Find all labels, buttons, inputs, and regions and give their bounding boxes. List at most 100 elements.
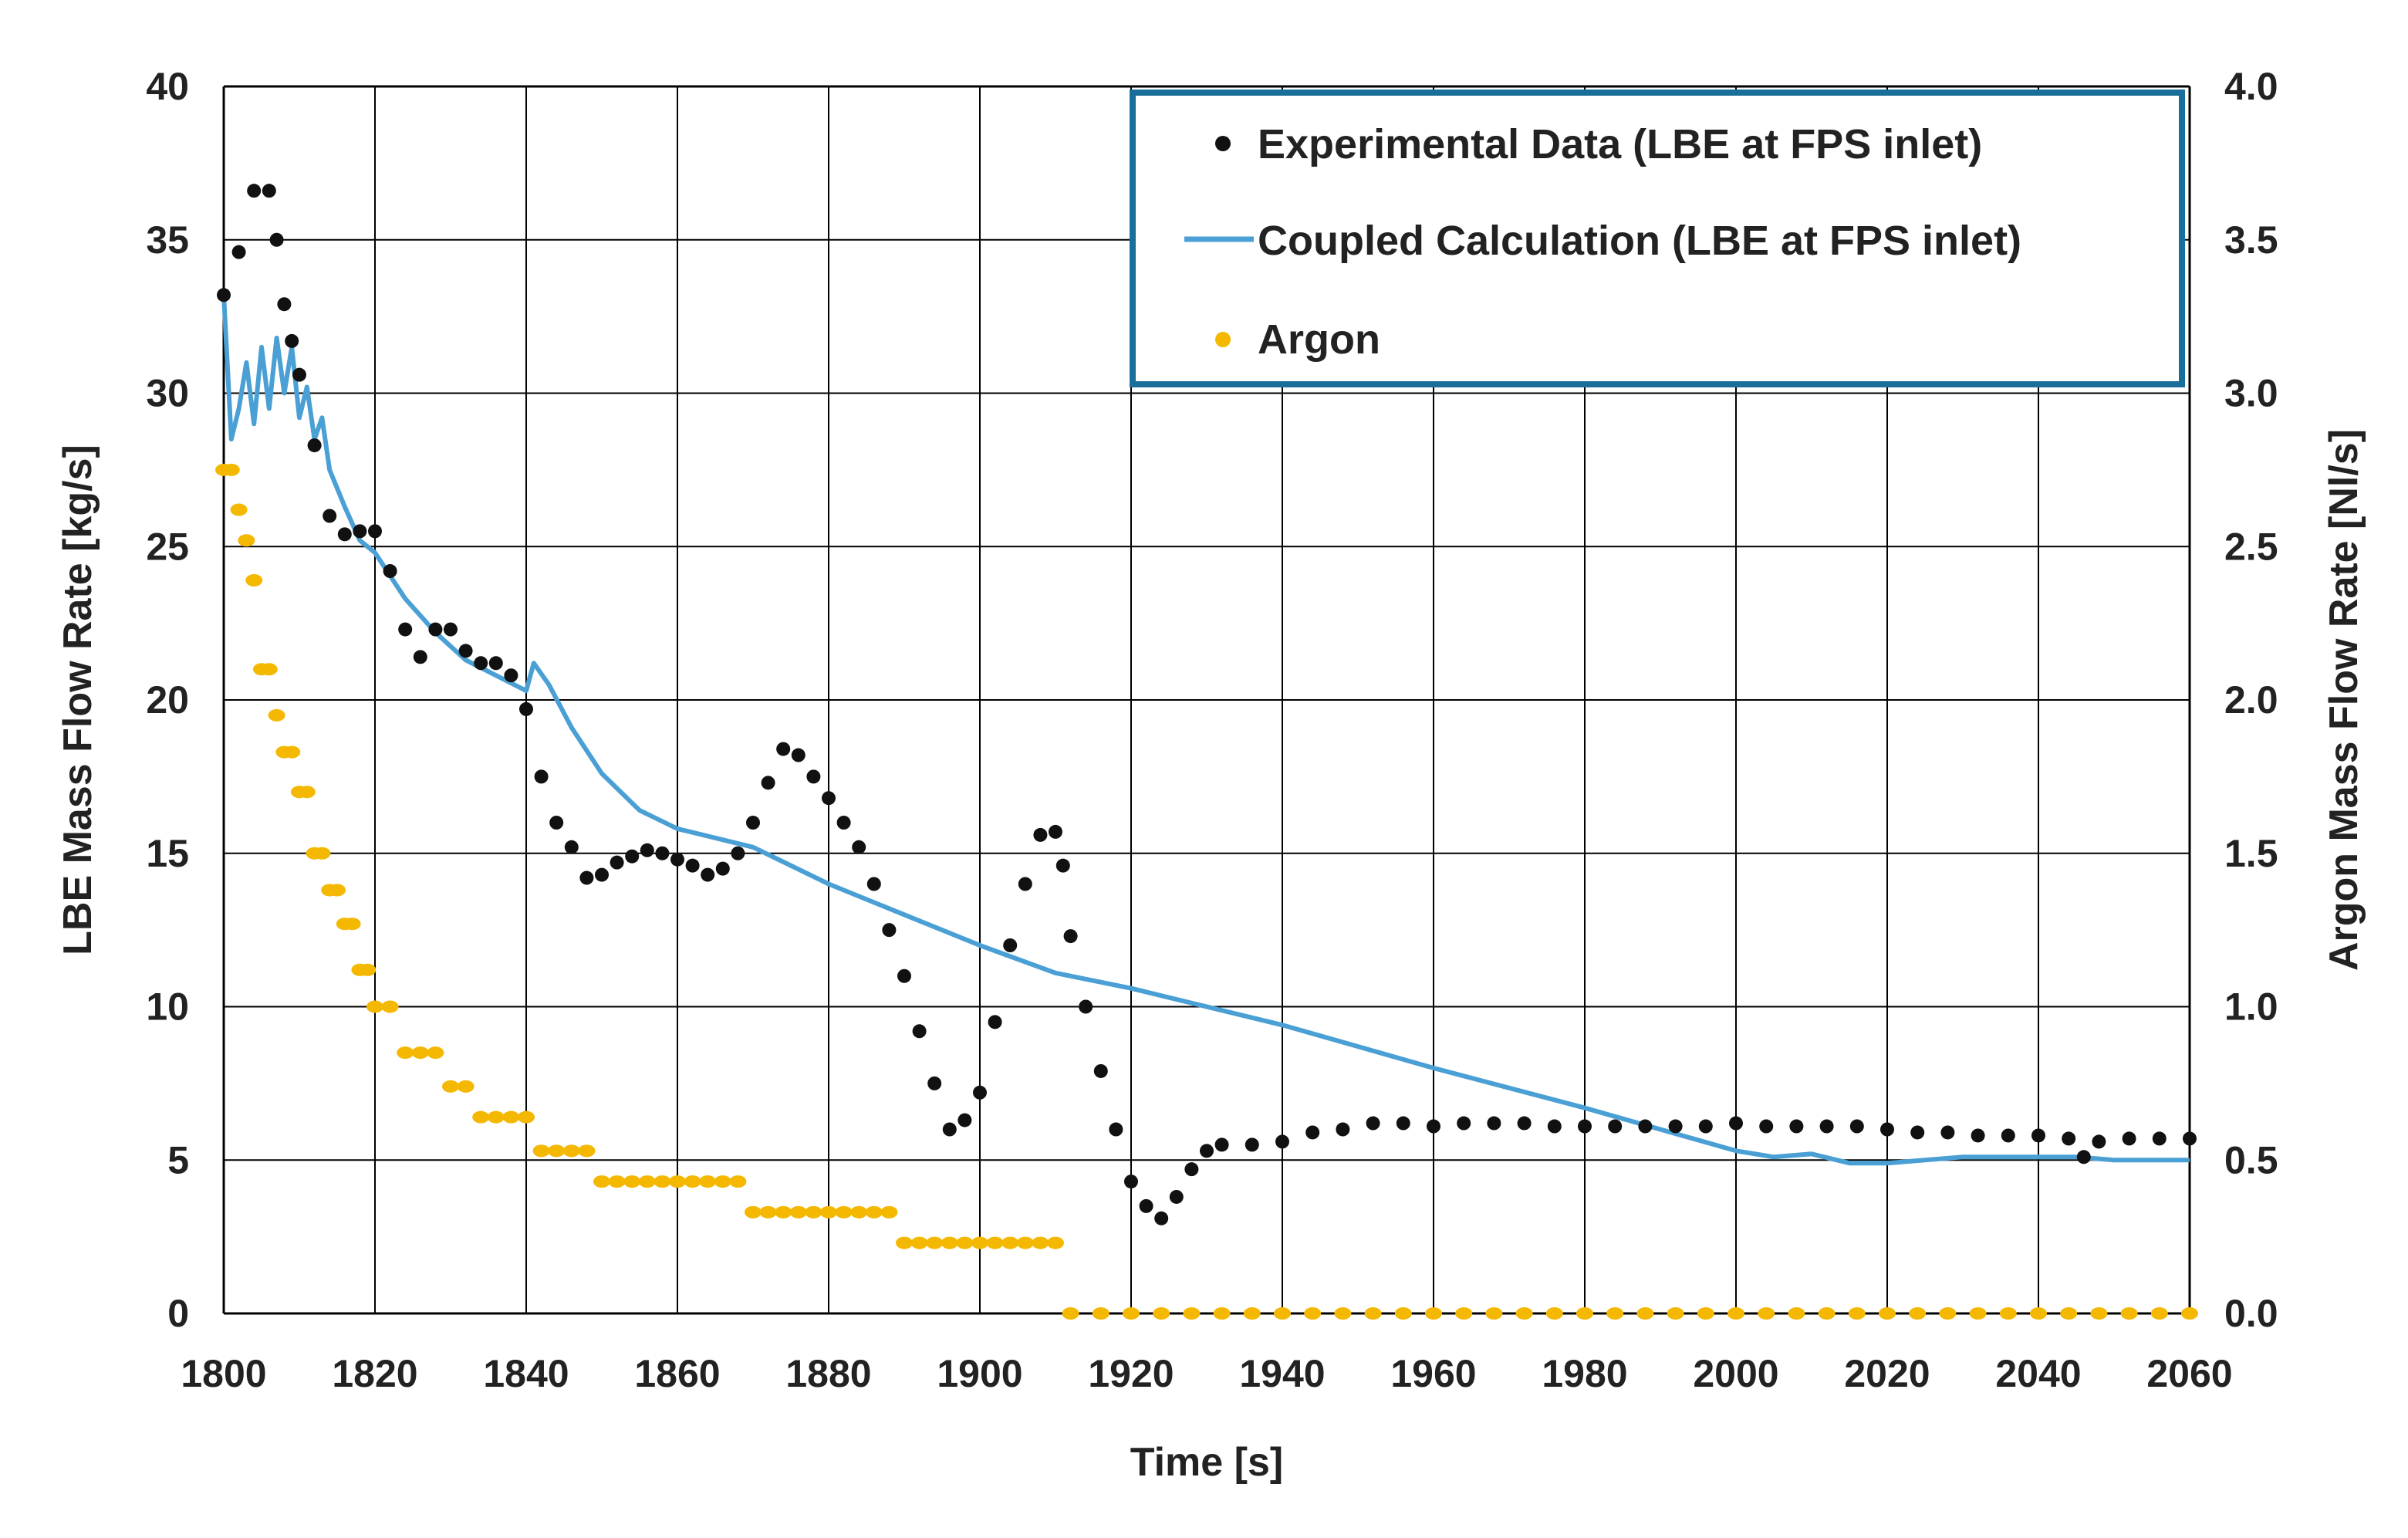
argon-point bbox=[298, 786, 316, 799]
x-tick-label: 2060 bbox=[2146, 1352, 2232, 1395]
experimental-point bbox=[822, 791, 836, 806]
experimental-point bbox=[957, 1113, 972, 1127]
argon-point bbox=[1047, 1236, 1064, 1249]
experimental-point bbox=[1427, 1119, 1440, 1134]
legend-marker-experimental bbox=[1215, 136, 1231, 151]
experimental-point bbox=[640, 843, 654, 857]
argon-point bbox=[518, 1110, 535, 1124]
experimental-point bbox=[1079, 999, 1093, 1014]
x-axis-title: Time [s] bbox=[1130, 1440, 1283, 1485]
x-tick-label: 1920 bbox=[1088, 1352, 1174, 1395]
experimental-point bbox=[1336, 1122, 1350, 1137]
experimental-point bbox=[655, 846, 670, 860]
experimental-point bbox=[2076, 1150, 2091, 1164]
experimental-point bbox=[806, 769, 821, 784]
argon-point bbox=[548, 1144, 566, 1158]
argon-point bbox=[820, 1205, 837, 1219]
experimental-point bbox=[882, 923, 897, 938]
experimental-point bbox=[398, 622, 413, 637]
legend-box bbox=[1130, 90, 2185, 387]
argon-point bbox=[1153, 1307, 1170, 1320]
experimental-point bbox=[1668, 1119, 1683, 1134]
argon-point bbox=[1304, 1307, 1322, 1320]
experimental-point bbox=[458, 644, 473, 658]
argon-point bbox=[359, 963, 377, 976]
legend-marker-argon bbox=[1215, 332, 1231, 347]
argon-point bbox=[532, 1144, 550, 1158]
argon-point bbox=[1606, 1307, 1624, 1320]
experimental-point bbox=[685, 858, 700, 873]
argon-point bbox=[714, 1175, 731, 1188]
argon-point bbox=[562, 1144, 580, 1158]
experimental-point bbox=[262, 184, 276, 198]
argon-point bbox=[1969, 1307, 1987, 1320]
experimental-point bbox=[852, 840, 866, 854]
y2-tick-label: 2.0 bbox=[2224, 678, 2278, 722]
argon-point bbox=[896, 1236, 913, 1249]
argon-point bbox=[502, 1110, 520, 1124]
experimental-point bbox=[217, 288, 231, 303]
argon-point bbox=[789, 1205, 807, 1219]
experimental-data-series bbox=[217, 184, 2197, 1225]
argon-point bbox=[427, 1046, 444, 1060]
argon-point bbox=[805, 1205, 822, 1219]
argon-point bbox=[880, 1205, 898, 1219]
experimental-point bbox=[791, 748, 805, 762]
y2-tick-label: 3.0 bbox=[2224, 372, 2278, 415]
experimental-point bbox=[1366, 1116, 1380, 1131]
experimental-point bbox=[285, 333, 299, 348]
argon-point bbox=[745, 1205, 762, 1219]
experimental-point bbox=[836, 816, 851, 830]
experimental-point bbox=[474, 656, 488, 671]
experimental-point bbox=[761, 776, 775, 790]
experimental-point bbox=[1109, 1122, 1123, 1137]
legend-label-argon: Argon bbox=[1258, 316, 1380, 363]
experimental-point bbox=[2001, 1128, 2015, 1143]
experimental-point bbox=[564, 840, 579, 854]
argon-point bbox=[986, 1236, 1004, 1249]
y2-axis-title: Argon Mass Flow Rate [Nl/s] bbox=[2322, 429, 2366, 971]
argon-point bbox=[1364, 1307, 1382, 1320]
argon-point bbox=[1394, 1307, 1412, 1320]
experimental-point bbox=[1093, 1063, 1108, 1078]
experimental-point bbox=[1547, 1119, 1562, 1134]
argon-point bbox=[222, 463, 240, 476]
experimental-point bbox=[1880, 1122, 1894, 1137]
argon-point bbox=[230, 503, 248, 516]
experimental-point bbox=[1487, 1116, 1501, 1131]
experimental-point bbox=[1275, 1134, 1289, 1149]
experimental-point bbox=[277, 297, 292, 312]
experimental-point bbox=[1940, 1125, 1955, 1140]
argon-point bbox=[578, 1144, 596, 1158]
experimental-point bbox=[2092, 1134, 2106, 1149]
argon-point bbox=[1818, 1307, 1836, 1320]
experimental-point bbox=[488, 656, 503, 671]
y-axis-title: LBE Mass Flow Rate [kg/s] bbox=[56, 444, 100, 955]
argon-point bbox=[1879, 1307, 1896, 1320]
argon-point bbox=[1999, 1307, 2017, 1320]
argon-point bbox=[1515, 1307, 1533, 1320]
argon-point bbox=[608, 1175, 626, 1188]
argon-point bbox=[926, 1236, 944, 1249]
y2-tick-label: 4.0 bbox=[2224, 65, 2278, 108]
experimental-point bbox=[1698, 1119, 1713, 1134]
experimental-point bbox=[1169, 1189, 1184, 1204]
argon-point bbox=[2090, 1307, 2108, 1320]
experimental-point bbox=[1124, 1175, 1138, 1189]
x-tick-label: 1940 bbox=[1239, 1352, 1325, 1395]
argon-point bbox=[1697, 1307, 1714, 1320]
argon-point bbox=[623, 1175, 641, 1188]
y-tick-label: 30 bbox=[146, 372, 189, 415]
argon-point bbox=[238, 534, 255, 547]
argon-point bbox=[1092, 1307, 1109, 1320]
argon-point bbox=[684, 1175, 701, 1188]
coupled-calculation-series bbox=[221, 295, 2190, 1166]
argon-point bbox=[381, 1000, 399, 1013]
experimental-point bbox=[2183, 1131, 2197, 1146]
argon-point bbox=[1032, 1236, 1049, 1249]
argon-point bbox=[1123, 1307, 1140, 1320]
experimental-point bbox=[610, 855, 624, 870]
experimental-point bbox=[1063, 929, 1078, 944]
x-tick-label: 1840 bbox=[483, 1352, 569, 1395]
